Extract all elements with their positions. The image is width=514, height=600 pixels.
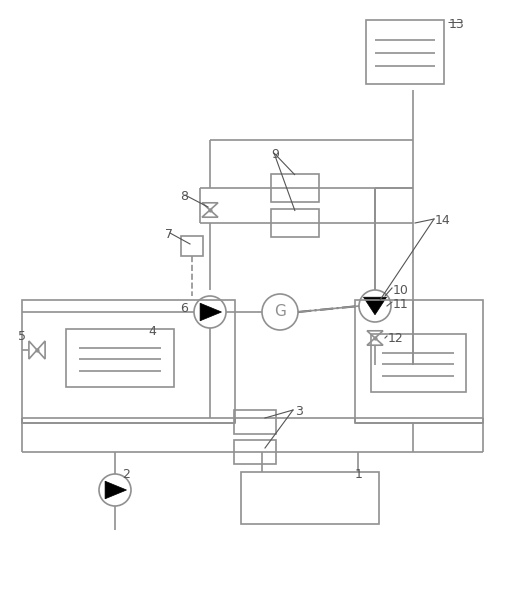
Text: 3: 3 (295, 405, 303, 418)
Polygon shape (105, 481, 126, 499)
Bar (371, 334, 466, 392)
Text: 5: 5 (18, 330, 26, 343)
Bar (366, 20, 444, 84)
Bar (234, 440, 276, 464)
Bar (271, 209, 319, 237)
Bar (234, 410, 276, 434)
Bar (22, 300, 235, 423)
Text: 12: 12 (388, 332, 404, 345)
Bar (241, 472, 379, 524)
Text: G: G (274, 304, 286, 319)
Bar (66, 329, 174, 387)
Text: 14: 14 (435, 214, 451, 227)
Polygon shape (363, 297, 387, 315)
Text: 2: 2 (122, 468, 130, 481)
Text: 9: 9 (271, 148, 279, 161)
Text: 8: 8 (180, 190, 188, 203)
Text: 13: 13 (449, 18, 465, 31)
Text: 6: 6 (180, 302, 188, 315)
Text: 10: 10 (393, 284, 409, 297)
Text: 7: 7 (165, 228, 173, 241)
Text: 1: 1 (355, 468, 363, 481)
Bar (181, 236, 203, 256)
Text: 4: 4 (148, 325, 156, 338)
Bar (271, 174, 319, 202)
Polygon shape (200, 303, 222, 321)
Text: 11: 11 (393, 298, 409, 311)
Bar (355, 300, 483, 423)
